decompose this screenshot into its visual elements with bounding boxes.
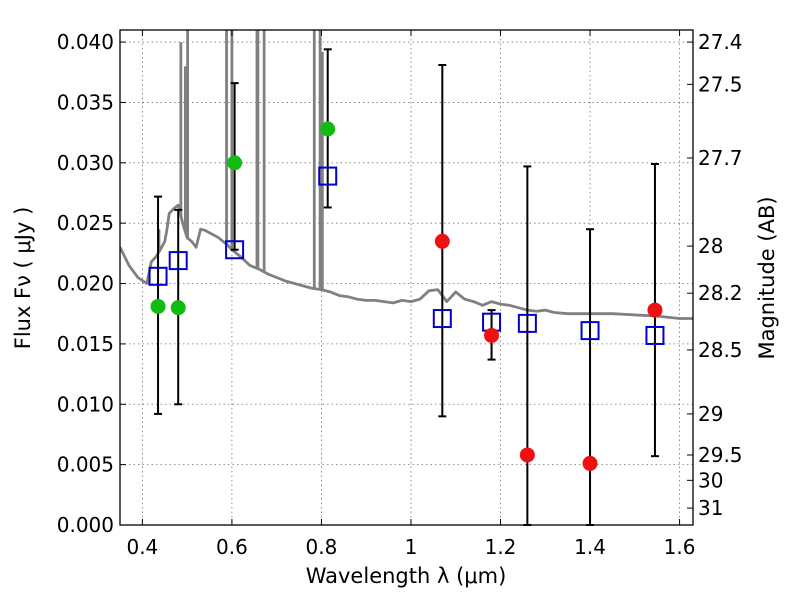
detection-point bbox=[150, 298, 166, 314]
x-tick-label: 1.2 bbox=[485, 535, 517, 559]
mag-tick-label: 27.7 bbox=[698, 146, 743, 170]
model-photometry-square bbox=[148, 266, 168, 286]
detection-point bbox=[227, 155, 243, 171]
y-tick-label: 0.000 bbox=[57, 513, 114, 537]
y-tick-label: 0.015 bbox=[57, 332, 114, 356]
mag-tick-label: 31 bbox=[698, 496, 723, 520]
x-tick-label: 0.8 bbox=[306, 535, 338, 559]
x-tick-label: 1.4 bbox=[574, 535, 606, 559]
y-tick-label: 0.035 bbox=[57, 90, 114, 114]
low-significance-point bbox=[582, 455, 598, 471]
x-tick-label: 1.6 bbox=[664, 535, 696, 559]
grid bbox=[120, 30, 693, 526]
mag-tick-label: 29.5 bbox=[698, 443, 743, 467]
model-photometry-square bbox=[517, 313, 537, 333]
model-photometry-square bbox=[225, 240, 245, 260]
low-significance-point bbox=[434, 233, 450, 249]
tick-labels: 0.4 0.6 0.8 1 1.2 1.4 1.6 0.000 0.005 0.010 0.015 0… bbox=[57, 30, 743, 559]
model-photometry-square bbox=[318, 166, 338, 186]
model-photometry-square bbox=[580, 321, 600, 341]
y-axis-title: Flux Fν ( μJy ) bbox=[11, 207, 35, 350]
y-tick-label: 0.025 bbox=[57, 211, 114, 235]
y-tick-label: 0.040 bbox=[57, 30, 114, 54]
y-tick-label: 0.010 bbox=[57, 392, 114, 416]
y-tick-label: 0.030 bbox=[57, 151, 114, 175]
x-tick-label: 0.6 bbox=[216, 535, 248, 559]
low-significance-point bbox=[647, 302, 663, 318]
y-tick-label: 0.005 bbox=[57, 453, 114, 477]
model-photometry-square bbox=[645, 325, 665, 345]
mag-tick-label: 27.4 bbox=[698, 30, 743, 54]
plot-area bbox=[120, 30, 693, 320]
mag-tick-label: 27.5 bbox=[698, 72, 743, 96]
ticks bbox=[120, 30, 693, 526]
mag-tick-label: 30 bbox=[698, 468, 723, 492]
mag-tick-label: 28 bbox=[698, 234, 723, 258]
mag-tick-label: 28.5 bbox=[698, 338, 743, 362]
model-sed-line bbox=[120, 203, 693, 320]
low-significance-point bbox=[484, 327, 500, 343]
detection-point bbox=[170, 300, 186, 316]
x-tick-label: 0.4 bbox=[126, 535, 158, 559]
model-photometry-square bbox=[168, 251, 188, 271]
plot-frame bbox=[119, 29, 694, 526]
detection-point bbox=[320, 121, 336, 137]
y2-axis-title: Magnitude (AB) bbox=[755, 196, 779, 359]
y-tick-label: 0.020 bbox=[57, 272, 114, 296]
low-significance-point bbox=[519, 447, 535, 463]
x-axis-title: Wavelength λ (μm) bbox=[306, 564, 507, 588]
mag-tick-label: 28.2 bbox=[698, 281, 743, 305]
x-tick-label: 1 bbox=[405, 535, 418, 559]
error-bars bbox=[154, 48, 659, 526]
markers bbox=[148, 121, 665, 471]
model-photometry-square bbox=[432, 309, 452, 329]
mag-tick-label: 29 bbox=[698, 402, 723, 426]
